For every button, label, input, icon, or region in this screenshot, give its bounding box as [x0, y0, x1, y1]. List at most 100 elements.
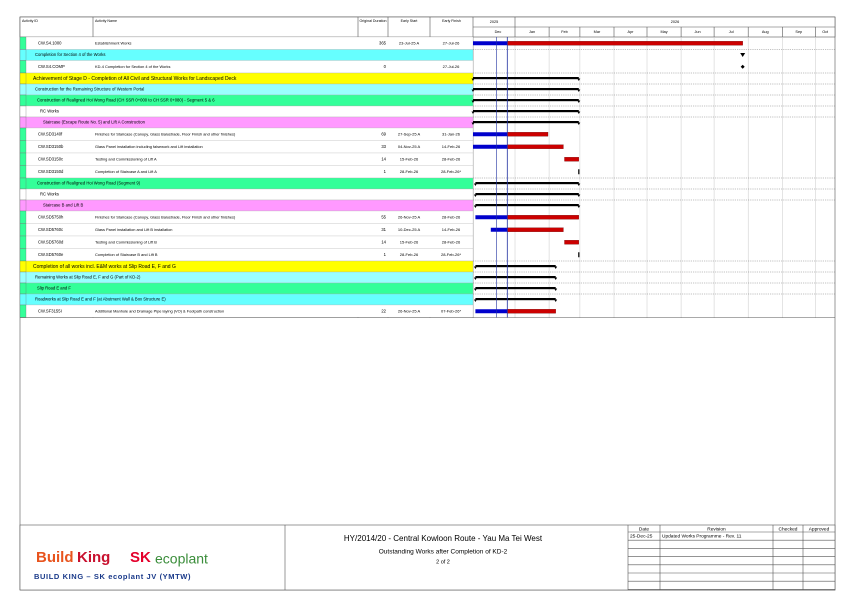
- summary-bar: [473, 88, 579, 91]
- band-row: [19, 282, 474, 295]
- column-header: Original Duration: [360, 19, 387, 23]
- summary-bar: [475, 193, 579, 196]
- month-label: Oct: [822, 30, 829, 34]
- summary-bar: [475, 182, 579, 185]
- band-strip: [19, 116, 27, 129]
- month-label: Jul: [729, 30, 734, 34]
- revision-header: Revision: [707, 526, 726, 532]
- revision-date: 25-Dec-25: [630, 533, 653, 539]
- activity-id: CW.SF3155I: [38, 308, 62, 313]
- revision-header: Date: [639, 526, 649, 532]
- actual-bar: [475, 215, 508, 220]
- summary-bar: [473, 110, 579, 113]
- activity-name: Finishes for Staircase (Canopy, Glass Ba…: [95, 214, 236, 219]
- revision-text: Updated Works Programme - Rev. 11: [662, 533, 742, 539]
- activity-finish: 27-Jul-26: [443, 40, 460, 45]
- activity-id: CW.SD3150b: [38, 144, 64, 149]
- month-label: Feb: [561, 30, 568, 34]
- band-strip: [19, 188, 27, 201]
- activity-strip: [19, 140, 27, 154]
- remaining-bar: [507, 309, 556, 314]
- activity-duration: 55: [381, 214, 386, 219]
- activity-strip: [19, 248, 27, 262]
- column-header: Early Finish: [442, 19, 461, 23]
- activity-id: CW.SD3150d: [38, 169, 64, 174]
- activity-strip: [19, 235, 27, 249]
- activity-id: CW.SD5750h: [38, 214, 64, 219]
- band-label: RC Works: [40, 192, 59, 197]
- band-label: RC Works: [40, 109, 59, 114]
- remaining-bar: [564, 240, 579, 245]
- band-label: Staircase (Escape Route No. 5) and Lift …: [43, 120, 146, 125]
- activity-finish: 28-Feb-26*: [441, 169, 461, 174]
- remaining-bar: [507, 144, 564, 149]
- actual-bar: [475, 309, 508, 314]
- band-strip: [19, 177, 27, 190]
- activity-finish: 28-Feb-26: [442, 239, 461, 244]
- activity-finish: 14-Feb-26: [442, 227, 461, 232]
- year-label: 2025: [490, 20, 498, 24]
- activity-name: Finishes for Staircase (Canopy, Glass Ba…: [95, 131, 236, 136]
- band-label: Construction of Realigned Hoi Wong Road …: [37, 98, 215, 103]
- milestone: [740, 64, 745, 69]
- band-strip: [19, 83, 27, 96]
- summary-milestone: [740, 53, 746, 57]
- activity-name: Testing and Commissioning of Lift A: [95, 156, 157, 161]
- activity-id: CW.S4.COMP: [38, 64, 65, 69]
- summary-bar: [473, 121, 579, 124]
- summary-bar: [475, 287, 556, 290]
- month-label: Mar: [594, 30, 601, 34]
- activity-id: CW.SD5760c: [38, 227, 63, 232]
- activity-name: Testing and Commissioning of Lift B: [95, 239, 157, 244]
- band-label: Construction of Realigned Hoi Wong Road …: [37, 181, 141, 186]
- activity-finish: 28-Feb-26: [442, 214, 461, 219]
- month-label: Jun: [695, 30, 701, 34]
- remaining-bar: [507, 41, 743, 46]
- activity-duration: 365: [379, 40, 387, 45]
- summary-bar: [473, 99, 579, 102]
- activity-start: 26-Nov-25 A: [398, 214, 421, 219]
- activity-duration: 0: [384, 64, 387, 69]
- activity-duration: 69: [381, 131, 386, 136]
- summary-bar: [475, 265, 556, 268]
- footer: Build King SK ecoplant BUILD KING – SK e…: [19, 524, 836, 591]
- milestone: [578, 252, 580, 258]
- band-label: Remaining Works at Slip Road E, F and G …: [35, 275, 141, 280]
- column-header: Activity Name: [95, 19, 117, 23]
- band-strip: [19, 282, 27, 295]
- activity-start: 27-Sep-25 A: [398, 131, 421, 136]
- actual-bar: [473, 132, 508, 137]
- activity-row: [19, 60, 474, 74]
- activity-strip: [19, 152, 27, 166]
- activity-start: 10-Dec-25 A: [398, 227, 421, 232]
- activity-name: Completion of Staircase A and Lift A: [95, 169, 157, 174]
- doc-subtitle: Outstanding Works after Completion of KD…: [379, 549, 508, 556]
- month-label: May: [660, 30, 667, 34]
- activity-strip: [19, 304, 27, 318]
- activity-duration: 31: [381, 227, 386, 232]
- activity-finish: 07-Feb-26*: [441, 308, 461, 313]
- activity-duration: 1: [384, 169, 387, 174]
- activity-finish: 31-Jan-26: [442, 131, 461, 136]
- logo-king: King: [77, 549, 110, 566]
- remaining-bar: [507, 215, 579, 220]
- activity-start: 15-Feb-26: [400, 239, 419, 244]
- activity-id: CW.SD5760e: [38, 252, 64, 257]
- logo-ecoplant: ecoplant: [155, 551, 208, 567]
- activity-strip: [19, 210, 27, 224]
- activity-finish: 28-Feb-26*: [441, 252, 461, 257]
- remaining-bar: [507, 132, 549, 137]
- activity-start: 28-Feb-26: [400, 252, 419, 257]
- band-label: Completion of all works incl. E&M works …: [33, 264, 176, 270]
- activity-name: Glass Panel installation and Lift B inst…: [95, 227, 172, 232]
- band-strip: [19, 293, 27, 306]
- revision-header: Checked: [779, 526, 798, 532]
- remaining-bar: [564, 157, 579, 162]
- column-header: Activity ID: [22, 19, 38, 23]
- activity-strip: [19, 127, 27, 141]
- month-label: Apr: [628, 30, 635, 34]
- doc-title: HY/2014/20 - Central Kowloon Route - Yau…: [344, 534, 543, 543]
- revision-header: Approved: [809, 526, 830, 532]
- band-strip: [19, 49, 27, 61]
